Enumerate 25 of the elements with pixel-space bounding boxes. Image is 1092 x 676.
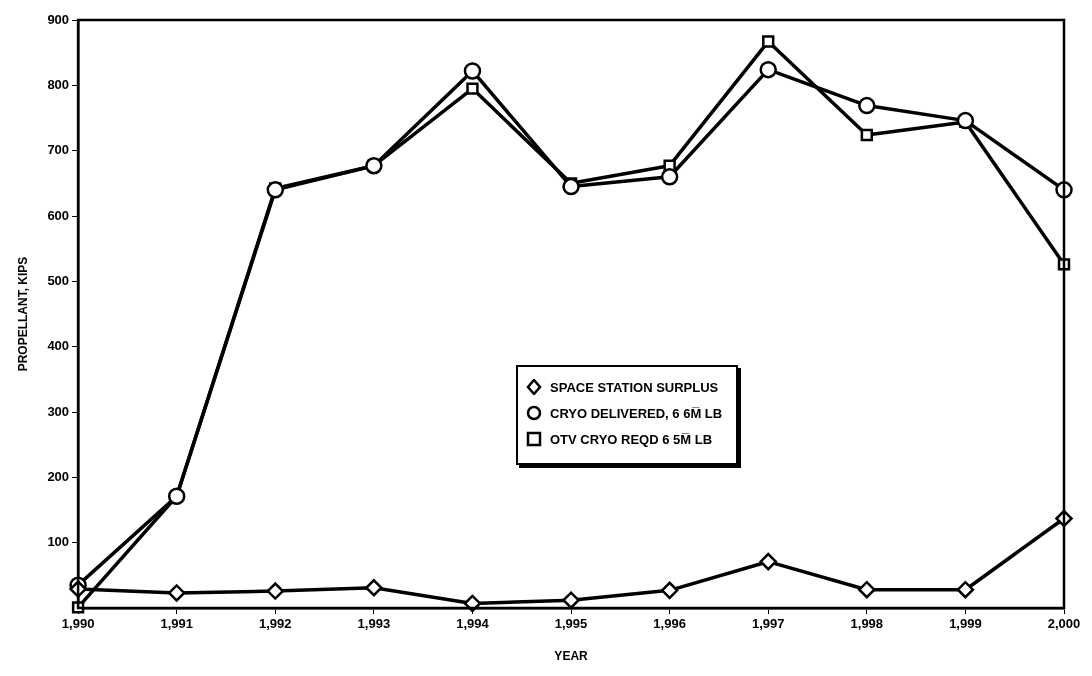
y-tick-label: 400 — [47, 338, 70, 354]
x-tick-label: 1,991 — [160, 616, 193, 632]
y-tick-label: 900 — [47, 11, 70, 27]
x-tick-label: 2,000 — [1047, 616, 1081, 632]
x-tick-label: 1,997 — [751, 616, 785, 632]
x-tick-label: 1,992 — [259, 616, 292, 632]
x-tick-label: 1,999 — [949, 616, 982, 632]
y-axis-title: PROPELLANT, KIPS — [15, 256, 30, 372]
x-tick-label: 1,996 — [653, 616, 686, 632]
x-tick-label: 1,994 — [456, 616, 490, 632]
x-tick-label: 1,990 — [61, 616, 95, 632]
y-tick-label: 100 — [47, 534, 70, 550]
legend-label: OTV CRYO REQD 6 5M̅ LB — [550, 431, 713, 447]
x-axis-title: YEAR — [554, 649, 589, 664]
legend-label: SPACE STATION SURPLUS — [550, 379, 719, 395]
x-tick-label: 1,998 — [850, 616, 884, 632]
x-tick-label: 1,995 — [554, 616, 588, 632]
x-tick-label: 1,993 — [357, 616, 391, 632]
y-tick-label: 600 — [47, 207, 70, 223]
legend-label: CRYO DELIVERED, 6 6M̅ LB — [550, 405, 723, 421]
y-tick-label: 200 — [47, 468, 70, 484]
y-tick-label: 800 — [47, 76, 70, 92]
y-tick-label: 700 — [47, 142, 70, 158]
y-tick-label: 300 — [47, 403, 70, 419]
y-tick-label: 500 — [47, 272, 70, 288]
